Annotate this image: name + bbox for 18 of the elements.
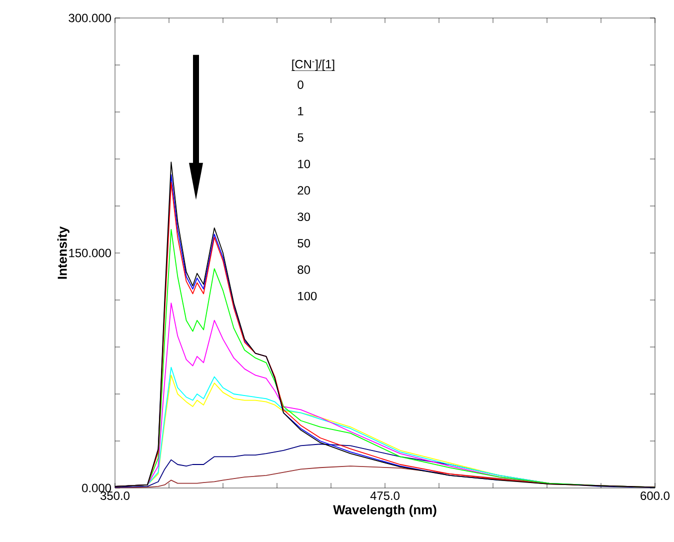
x-tick-label: 475.0 <box>370 492 400 500</box>
annotation: 100 <box>298 292 317 300</box>
annotation: 1 <box>298 107 304 116</box>
y-tick-label: 150.000 <box>69 248 112 258</box>
annotation: 80 <box>298 265 310 274</box>
x-axis-title: Wavelength (nm) <box>333 504 436 517</box>
y-tick-label: 300.000 <box>68 14 112 22</box>
annotation: 20 <box>298 186 310 195</box>
annotation: [CN$^{-}$]/[1] <box>292 60 334 71</box>
y-axis-title: Intensity <box>57 226 70 279</box>
annotation: 10 <box>298 160 310 168</box>
annotation: 50 <box>298 238 310 248</box>
y-tick-label: 0.000 <box>82 484 112 492</box>
annotation: 5 <box>298 133 304 142</box>
x-tick-label: 350.0 <box>100 492 130 500</box>
annotation: 0 <box>298 80 304 89</box>
annotation: 30 <box>298 212 310 222</box>
x-tick-label: 600.0 <box>640 492 670 500</box>
